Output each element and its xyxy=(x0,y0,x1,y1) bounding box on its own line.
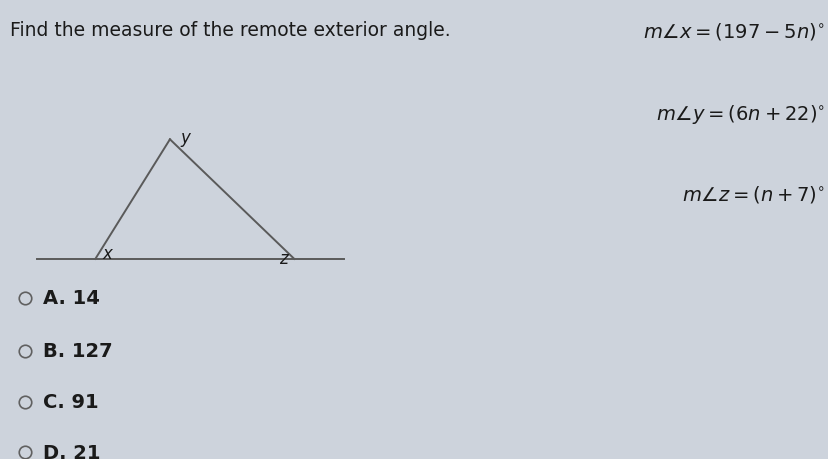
Text: $m\angle y = (6n+22)^{\circ}$: $m\angle y = (6n+22)^{\circ}$ xyxy=(655,103,824,126)
Text: D. 21: D. 21 xyxy=(43,442,100,459)
Text: C. 91: C. 91 xyxy=(43,392,99,411)
Text: $m\angle x = (197-5n)^{\circ}$: $m\angle x = (197-5n)^{\circ}$ xyxy=(643,21,824,42)
Text: y: y xyxy=(181,129,190,146)
Text: z: z xyxy=(278,249,287,267)
Text: A. 14: A. 14 xyxy=(43,289,100,308)
Text: Find the measure of the remote exterior angle.: Find the measure of the remote exterior … xyxy=(10,21,450,39)
Text: x: x xyxy=(102,244,112,262)
Text: B. 127: B. 127 xyxy=(43,341,113,361)
Text: $m\angle z = (n+7)^{\circ}$: $m\angle z = (n+7)^{\circ}$ xyxy=(681,184,824,205)
